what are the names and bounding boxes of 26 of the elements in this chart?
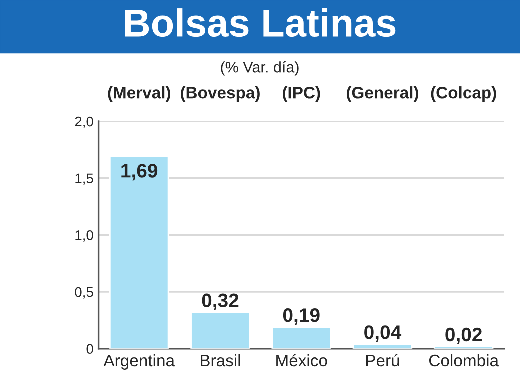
bar	[109, 156, 170, 349]
y-tick-label: 1,0	[76, 230, 94, 242]
text: (Merval)	[108, 86, 170, 102]
x-tick-label: Colombia	[429, 354, 500, 367]
data-label: 1,69	[122, 164, 158, 181]
x-tick-label: Argentina	[104, 354, 176, 370]
chart-title: Bolsas Latinas	[125, 8, 396, 38]
chart-subtitle: (% Var. día)	[221, 61, 299, 76]
data-label: 0,02	[446, 328, 482, 344]
x-tick-label: Brasil	[201, 354, 240, 367]
y-tick-label: 1,5	[76, 174, 94, 186]
text: (IPC)	[282, 86, 320, 102]
y-tick-label: 0	[86, 344, 94, 354]
bar	[272, 326, 332, 349]
text: (General)	[346, 86, 418, 102]
y-tick-label: 0,5	[75, 287, 94, 299]
x-tick-label: Perú	[366, 354, 400, 367]
bar	[352, 344, 413, 349]
data-label: 0,19	[283, 308, 320, 326]
text: (Colcap)	[431, 86, 496, 102]
y-tick-label: 2,0	[75, 116, 94, 128]
data-label: 0,04	[364, 326, 402, 342]
bar	[190, 312, 250, 349]
x-tick-label: México	[276, 354, 328, 367]
text: (Bovespa)	[181, 86, 260, 102]
data-label: 0,32	[202, 294, 239, 310]
